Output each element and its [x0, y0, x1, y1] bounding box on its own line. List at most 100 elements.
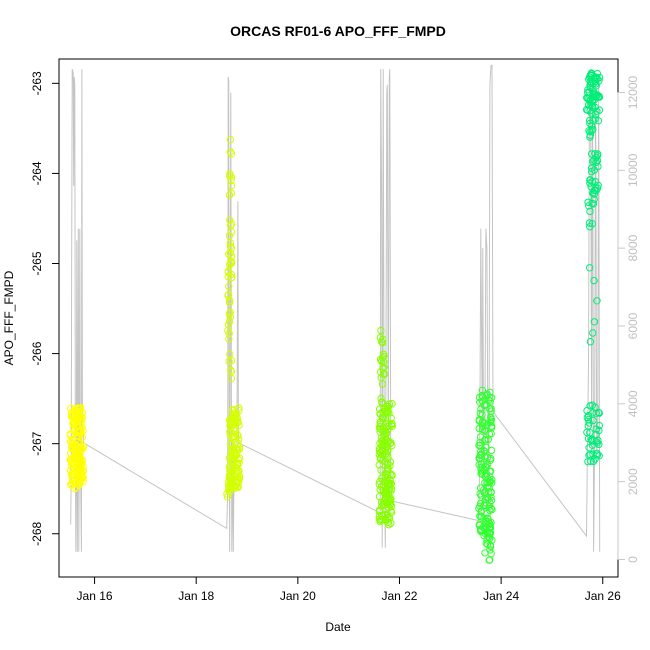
data-point — [589, 329, 597, 337]
data-point — [227, 257, 236, 266]
data-point — [383, 451, 391, 459]
data-point — [591, 177, 599, 186]
data-point — [224, 290, 233, 299]
altitude-series — [70, 64, 601, 552]
data-point — [590, 79, 598, 87]
data-point — [480, 514, 488, 522]
data-point — [226, 135, 235, 144]
data-point — [76, 464, 85, 472]
data-point — [595, 409, 603, 417]
x-tick-label: Jan 18 — [178, 589, 214, 603]
data-point — [228, 411, 237, 420]
data-point — [595, 440, 603, 449]
data-point — [584, 198, 592, 207]
data-point — [590, 318, 599, 326]
data-point — [223, 493, 232, 501]
y-tick-label: -267 — [30, 431, 44, 455]
data-point — [66, 466, 75, 475]
data-point — [227, 356, 236, 365]
data-point — [386, 462, 394, 470]
data-point — [235, 443, 244, 451]
y-tick-label: -263 — [30, 71, 44, 95]
data-point — [479, 418, 487, 426]
data-point — [227, 228, 236, 236]
data-point — [586, 450, 594, 459]
data-point — [487, 405, 495, 413]
data-point — [475, 393, 484, 402]
data-point — [385, 437, 393, 445]
data-point — [226, 148, 235, 156]
x-tick-label: Jan 16 — [77, 589, 113, 603]
data-point — [226, 308, 234, 316]
data-point — [586, 223, 594, 231]
data-point — [375, 506, 384, 514]
data-point — [387, 508, 396, 517]
data-point — [79, 474, 88, 482]
data-point — [230, 449, 238, 457]
data-point — [476, 441, 484, 449]
data-point — [75, 409, 83, 417]
y-tick-label: -268 — [30, 521, 44, 545]
data-point — [386, 477, 394, 485]
data-point — [476, 409, 484, 418]
plot-frame — [58, 58, 619, 578]
data-point — [227, 252, 236, 261]
data-point — [381, 511, 389, 519]
data-point — [67, 458, 76, 466]
data-point — [480, 489, 488, 497]
data-point — [380, 363, 388, 371]
data-point — [233, 483, 241, 491]
data-point — [478, 410, 486, 419]
data-point — [225, 232, 234, 240]
data-point — [585, 219, 594, 227]
data-point — [590, 195, 598, 204]
data-point — [480, 502, 489, 510]
data-point — [225, 298, 234, 307]
data-point — [476, 525, 485, 533]
data-point — [476, 451, 484, 460]
data-point — [228, 434, 236, 442]
data-point — [67, 455, 75, 463]
data-point — [227, 368, 236, 376]
data-point — [593, 297, 601, 305]
data-point — [476, 499, 485, 508]
data-point — [224, 273, 232, 281]
data-point — [224, 267, 233, 275]
data-point — [588, 126, 596, 135]
data-point — [376, 418, 384, 427]
data-point — [76, 462, 84, 470]
data-point — [485, 430, 493, 438]
data-point — [74, 432, 83, 441]
data-point — [592, 77, 600, 86]
data-point — [226, 216, 234, 224]
data-point — [586, 429, 594, 437]
data-point — [225, 482, 233, 491]
data-point — [67, 404, 75, 412]
data-point — [488, 476, 496, 484]
y2-tick-label: 8000 — [626, 234, 640, 261]
data-point — [593, 449, 601, 458]
data-point — [226, 239, 235, 247]
data-point — [78, 473, 87, 481]
y2-tick-label: 2000 — [626, 468, 640, 495]
data-point — [595, 452, 603, 460]
data-point — [225, 329, 233, 338]
data-point — [592, 92, 601, 100]
data-point — [233, 461, 242, 469]
x-tick-label: Jan 20 — [280, 589, 316, 603]
data-point — [377, 326, 385, 335]
data-point — [487, 550, 495, 558]
chart-title: ORCAS RF01-6 APO_FFF_FMPD — [230, 23, 446, 39]
data-point — [233, 466, 241, 475]
data-point — [583, 413, 591, 422]
data-point — [384, 497, 392, 505]
data-point — [589, 457, 598, 466]
data-point — [379, 413, 388, 421]
data-point — [71, 479, 79, 487]
data-point — [70, 440, 78, 448]
data-point — [228, 220, 236, 228]
data-point — [594, 93, 602, 101]
data-point — [225, 296, 234, 304]
data-point — [75, 471, 83, 479]
data-point — [225, 317, 234, 326]
